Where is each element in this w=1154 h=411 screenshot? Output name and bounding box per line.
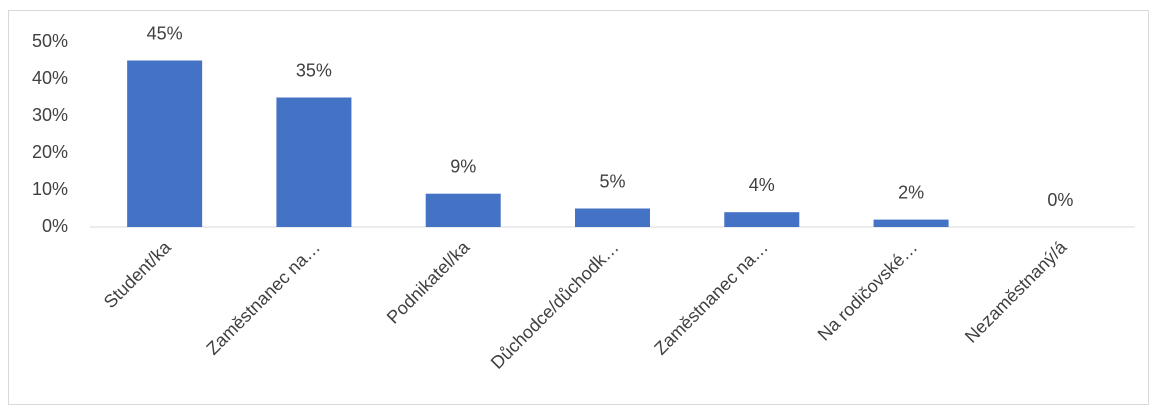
data-label: 45% xyxy=(147,23,183,43)
data-label: 9% xyxy=(450,156,476,176)
bar xyxy=(276,97,352,227)
bar xyxy=(724,212,800,227)
data-label: 0% xyxy=(1047,190,1073,210)
data-label: 2% xyxy=(898,182,924,202)
x-tick-label: Důchodce/důchodk… xyxy=(487,237,623,373)
data-label: 5% xyxy=(599,171,625,191)
x-tick-label: Nezaměstnaný/á xyxy=(961,236,1071,346)
bar xyxy=(873,219,949,227)
chart-frame xyxy=(8,10,1149,405)
x-tick-label: Podnikatel/ka xyxy=(383,236,474,327)
x-tick-label: Student/ka xyxy=(100,236,176,312)
y-tick-label: 20% xyxy=(32,142,68,162)
y-tick-label: 0% xyxy=(42,216,68,236)
data-label: 4% xyxy=(749,175,775,195)
data-label: 35% xyxy=(296,60,332,80)
bar xyxy=(575,208,650,227)
x-tick-label: Na rodičovské… xyxy=(814,237,922,345)
y-tick-label: 40% xyxy=(32,68,68,88)
bar xyxy=(127,60,203,227)
bar xyxy=(425,193,501,227)
x-tick-label: Zaměstnanec na… xyxy=(650,237,772,359)
y-tick-label: 10% xyxy=(32,179,68,199)
x-tick-label: Zaměstnanec na… xyxy=(202,237,324,359)
y-tick-label: 30% xyxy=(32,105,68,125)
y-tick-label: 50% xyxy=(32,31,68,51)
